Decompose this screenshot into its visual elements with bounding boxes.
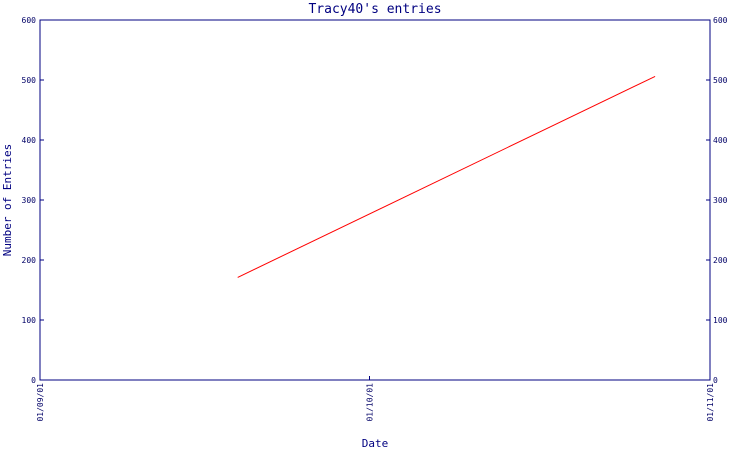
y-tick-label-right: 500 bbox=[713, 76, 728, 85]
y-tick-label-right: 600 bbox=[713, 16, 728, 25]
y-tick-label-left: 200 bbox=[22, 256, 37, 265]
x-axis-label: Date bbox=[362, 437, 389, 450]
y-tick-label-right: 200 bbox=[713, 256, 728, 265]
x-tick-label: 01/11/01 bbox=[706, 383, 715, 422]
y-tick-label-right: 0 bbox=[713, 376, 718, 385]
y-axis-label: Number of Entries bbox=[1, 144, 14, 257]
y-tick-label-left: 500 bbox=[22, 76, 37, 85]
y-tick-label-right: 300 bbox=[713, 196, 728, 205]
x-tick-label: 01/09/01 bbox=[36, 383, 45, 422]
y-tick-label-right: 100 bbox=[713, 316, 728, 325]
y-tick-label-right: 400 bbox=[713, 136, 728, 145]
y-tick-label-left: 400 bbox=[22, 136, 37, 145]
series-line bbox=[237, 75, 656, 278]
y-tick-label-left: 0 bbox=[31, 376, 36, 385]
y-tick-label-left: 300 bbox=[22, 196, 37, 205]
plot-area-frame bbox=[39, 19, 711, 381]
x-tick-label: 01/10/01 bbox=[366, 383, 375, 422]
y-tick-label-left: 100 bbox=[22, 316, 37, 325]
chart-title: Tracy40's entries bbox=[308, 2, 441, 17]
y-tick-label-left: 600 bbox=[22, 16, 37, 25]
